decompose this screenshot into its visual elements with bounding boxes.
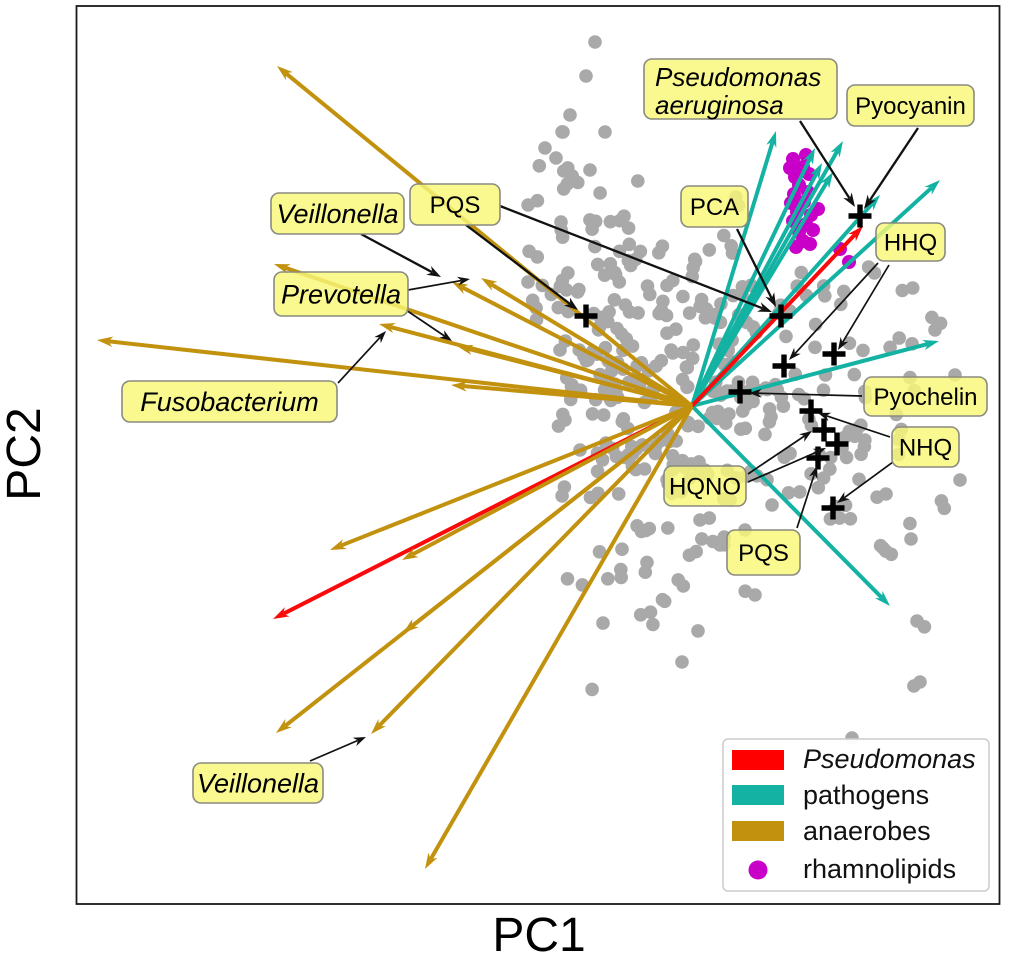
svg-text:Pseudomonas: Pseudomonas <box>655 62 821 92</box>
svg-text:Prevotella: Prevotella <box>281 279 401 309</box>
svg-text:PC2: PC2 <box>0 407 51 500</box>
svg-text:Pyocyanin: Pyocyanin <box>855 93 966 120</box>
svg-text:HHQ: HHQ <box>884 229 937 256</box>
svg-text:Fusobacterium: Fusobacterium <box>140 387 319 417</box>
svg-text:PCA: PCA <box>690 194 739 221</box>
svg-text:PQS: PQS <box>430 192 481 219</box>
svg-text:NHQ: NHQ <box>899 434 952 461</box>
svg-text:Veillonella: Veillonella <box>197 769 319 799</box>
svg-text:HQNO: HQNO <box>669 473 741 500</box>
svg-text:Pseudomonas: Pseudomonas <box>803 744 976 774</box>
svg-text:Veillonella: Veillonella <box>276 199 398 229</box>
svg-text:rhamnolipids: rhamnolipids <box>803 854 956 884</box>
svg-text:PC1: PC1 <box>492 909 585 957</box>
svg-text:aeruginosa: aeruginosa <box>655 90 784 120</box>
svg-text:pathogens: pathogens <box>803 780 929 810</box>
svg-text:Pyochelin: Pyochelin <box>873 384 977 411</box>
svg-text:PQS: PQS <box>738 540 789 567</box>
svg-text:anaerobes: anaerobes <box>803 816 931 846</box>
